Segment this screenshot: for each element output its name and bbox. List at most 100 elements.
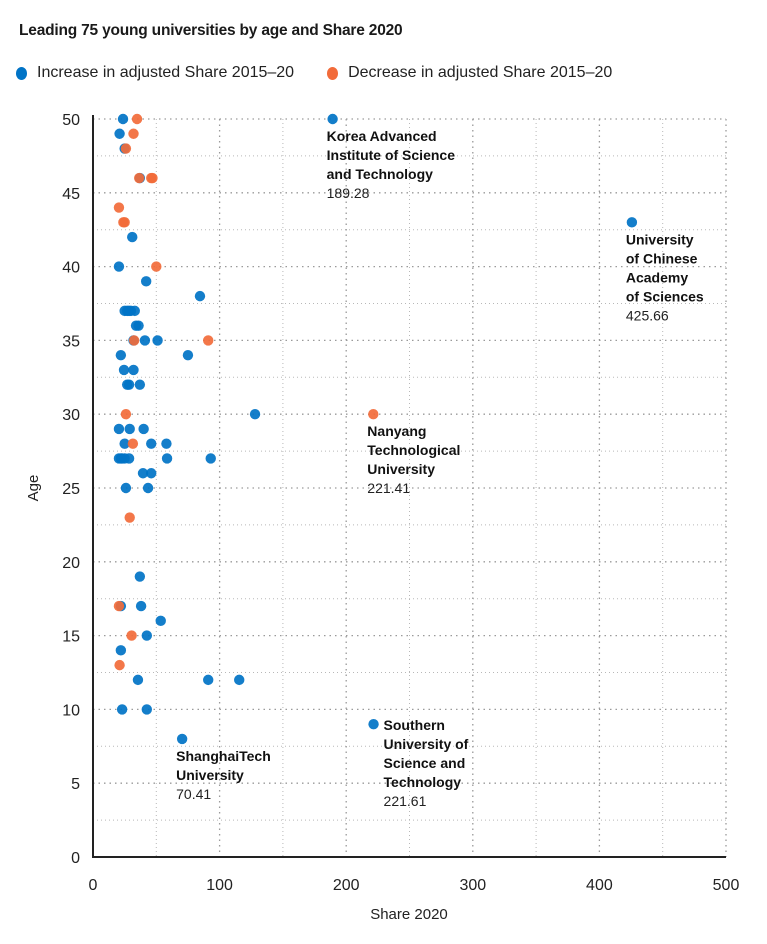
- annotation-name: ShanghaiTech: [176, 748, 271, 764]
- y-tick-label: 40: [62, 260, 80, 277]
- legend-label-increase: Increase in adjusted Share 2015–20: [37, 64, 295, 81]
- data-point-increase: [123, 379, 135, 390]
- data-point-increase: [161, 438, 172, 449]
- annotation-name: University: [367, 461, 435, 477]
- data-point-increase: [142, 482, 154, 494]
- data-point-decrease: [131, 113, 143, 125]
- data-point-decrease: [114, 659, 125, 671]
- data-point-decrease: [120, 143, 132, 154]
- data-point-decrease: [151, 261, 162, 272]
- legend-item-decrease: Decrease in adjusted Share 2015–20: [327, 64, 612, 82]
- data-point-increase: [368, 718, 379, 730]
- data-point-increase: [152, 335, 163, 346]
- data-point-increase: [118, 364, 130, 376]
- data-point-decrease: [124, 512, 135, 523]
- y-tick-label: 0: [71, 850, 80, 867]
- data-point-increase: [141, 630, 153, 641]
- y-tick-label: 10: [62, 702, 80, 719]
- data-point-increase: [155, 615, 166, 627]
- annotation-name: and Technology: [327, 166, 434, 182]
- annotation-name: University: [626, 231, 694, 247]
- data-point-increase: [146, 438, 157, 449]
- data-point-increase: [113, 261, 125, 272]
- data-point-increase: [128, 364, 139, 376]
- data-point-increase: [115, 645, 127, 656]
- annotation-name: University of: [384, 736, 469, 752]
- data-point-increase: [203, 674, 214, 686]
- data-point-decrease: [134, 172, 145, 184]
- data-point-increase: [249, 409, 261, 420]
- annotation: Southern University of Science and Technolo…: [384, 717, 469, 809]
- data-point-decrease: [119, 217, 130, 228]
- data-point-increase: [327, 113, 338, 125]
- data-point-decrease: [113, 600, 125, 612]
- axes: 0 100 200 300 400 500 0 5 10 15 20 25 30 35 40 45 50: [62, 112, 739, 894]
- data-point-increase: [129, 305, 140, 317]
- data-point-decrease: [127, 438, 139, 449]
- annotation: University of Chinese Academy of Sciences 42…: [626, 231, 704, 323]
- data-point-increase: [194, 290, 206, 302]
- data-point-decrease: [113, 202, 125, 213]
- y-tick-label: 20: [62, 555, 80, 572]
- data-point-decrease: [120, 409, 132, 420]
- data-point-increase: [138, 423, 149, 435]
- annotation-name: of Chinese: [626, 250, 698, 266]
- x-tick-label: 0: [89, 877, 98, 894]
- annotations: Korea Advanced Institute of Science and Te…: [176, 128, 704, 809]
- annotation-name: Korea Advanced: [327, 128, 437, 144]
- data-point-decrease: [203, 335, 214, 346]
- data-point-increase: [119, 438, 130, 449]
- x-tick-label: 200: [333, 877, 360, 894]
- annotation: Korea Advanced Institute of Science and Te…: [327, 128, 456, 201]
- data-point-increase: [176, 733, 188, 745]
- data-point-increase: [205, 453, 216, 464]
- legend-item-increase: Increase in adjusted Share 2015–20: [16, 64, 294, 82]
- data-point-increase: [140, 276, 152, 287]
- data-point-decrease: [126, 630, 137, 641]
- annotation-name: Science and: [384, 755, 466, 771]
- y-tick-label: 35: [62, 333, 80, 350]
- data-point-decrease: [128, 128, 139, 139]
- y-axis-label: Age: [25, 475, 42, 502]
- x-tick-label: 400: [586, 877, 613, 894]
- y-tick-label: 15: [62, 629, 80, 646]
- legend: Increase in adjusted Share 2015–20 Decre…: [16, 64, 645, 82]
- data-point-decrease: [128, 335, 140, 346]
- annotation-name: Academy: [626, 269, 688, 285]
- y-tick-label: 45: [62, 186, 80, 203]
- legend-swatch-decrease: [327, 66, 339, 80]
- x-tick-label: 500: [713, 877, 740, 894]
- annotation-name: Institute of Science: [327, 147, 456, 163]
- data-point-increase: [115, 349, 127, 361]
- annotation-name: Technological: [367, 442, 460, 458]
- y-tick-label: 50: [62, 112, 80, 129]
- annotation-value: 425.66: [626, 307, 669, 323]
- data-point-increase: [134, 379, 146, 390]
- data-point-increase: [139, 335, 151, 346]
- annotation-value: 189.28: [327, 185, 370, 201]
- annotation-name: University: [176, 767, 244, 783]
- data-point-increase: [234, 674, 245, 686]
- data-point-increase: [134, 571, 146, 582]
- y-tick-label: 30: [62, 407, 80, 424]
- x-tick-label: 300: [459, 877, 486, 894]
- annotation-name: Nanyang: [367, 423, 426, 439]
- data-points: [113, 113, 638, 745]
- data-point-decrease: [147, 172, 158, 184]
- gridlines: [93, 118, 727, 857]
- data-point-increase: [132, 674, 144, 686]
- data-point-increase: [141, 704, 153, 715]
- data-point-increase: [113, 423, 125, 435]
- legend-swatch-increase: [16, 66, 27, 80]
- y-tick-label: 5: [71, 776, 80, 793]
- annotation-name: Southern: [384, 717, 445, 733]
- data-point-decrease: [368, 409, 379, 420]
- annotation-value: 70.41: [176, 786, 211, 802]
- annotation: Nanyang Technological University 221.41: [367, 423, 460, 496]
- x-axis-label: Share 2020: [370, 906, 448, 923]
- data-point-increase: [124, 423, 135, 435]
- data-point-increase: [127, 231, 138, 243]
- data-point-increase: [182, 349, 194, 361]
- data-point-increase: [626, 217, 638, 228]
